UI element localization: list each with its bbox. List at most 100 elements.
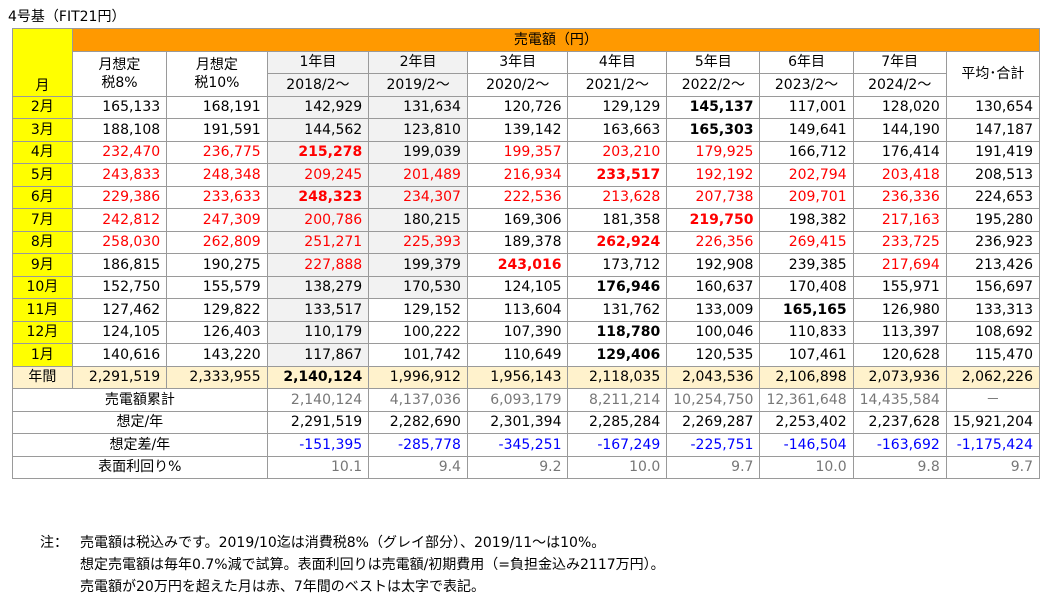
annual-label: 年間	[12, 365, 73, 389]
year-header: 2年目	[368, 50, 468, 74]
year-cell: 120,628	[852, 343, 947, 367]
year-cell: 176,946	[567, 275, 668, 299]
annual-avg: 2,062,226	[945, 365, 1040, 389]
est10-cell: 191,591	[166, 118, 268, 142]
year-cell: 198,382	[759, 208, 854, 232]
year-cell: 131,762	[567, 298, 668, 322]
summary-cell: 2,285,284	[567, 410, 668, 434]
footnotes: 注： 売電額は税込みです。2019/10迄は消費税8%（グレイ部分）、2019/1…	[40, 532, 665, 598]
table-row: 4月 232,470 236,775 215,278 199,039 199,357 203…	[12, 140, 1040, 164]
summary-cell: 14,435,584	[852, 388, 947, 412]
page-title: 4号基（FIT21円）	[8, 9, 126, 25]
summary-cell: 2,291,519	[266, 410, 370, 434]
avg-cell: 236,923	[945, 230, 1040, 254]
est8-header: 月想定 税8%	[71, 50, 168, 97]
annual-year-cell: 1,996,912	[368, 365, 468, 389]
estimate-diff-row: 想定差/年 -151,395 -285,778 -345,251 -167,249 -22…	[12, 433, 1040, 457]
year-cell: 160,637	[666, 275, 761, 299]
avg-cell: 130,654	[945, 95, 1040, 119]
est8-cell: 140,616	[71, 343, 168, 367]
year-cell: 207,738	[666, 185, 761, 209]
header-line: 月想定	[195, 56, 238, 73]
annual-est10: 2,333,955	[166, 365, 268, 389]
summary-cell: 10.0	[759, 455, 854, 479]
year-cell: 117,867	[266, 343, 370, 367]
year-cell: 209,245	[266, 163, 370, 187]
year-cell: 129,406	[567, 343, 668, 367]
year-period-header: 2020/2～	[466, 73, 569, 97]
summary-cell: 2,269,287	[666, 410, 761, 434]
year-cell: 239,385	[759, 253, 854, 277]
year-cell: 225,393	[368, 230, 468, 254]
summary-total-cell: -1,175,424	[945, 433, 1040, 457]
note-line: 想定売電額は毎年0.7%減で試算。表面利回りは売電額/初期費用（=負担金込み21…	[80, 557, 665, 573]
year-cell: 215,278	[266, 140, 370, 164]
year-cell: 201,489	[368, 163, 468, 187]
year-cell: 123,810	[368, 118, 468, 142]
month-label: 7月	[12, 208, 73, 232]
table-row: 3月 188,108 191,591 144,562 123,810 139,142 163…	[12, 118, 1040, 142]
table-row: 8月 258,030 262,809 251,271 225,393 189,378 262…	[12, 230, 1040, 254]
year-cell: 227,888	[266, 253, 370, 277]
year-cell: 165,165	[759, 298, 854, 322]
summary-cell: 4,137,036	[368, 388, 468, 412]
year-cell: 233,517	[567, 163, 668, 187]
year-cell: 243,016	[466, 253, 569, 277]
year-cell: 217,163	[852, 208, 947, 232]
month-label: 12月	[12, 320, 73, 344]
group-header: 売電額（円）	[71, 28, 1040, 52]
est8-cell: 229,386	[71, 185, 168, 209]
avg-cell: 115,470	[945, 343, 1040, 367]
year-period-header: 2024/2～	[852, 73, 947, 97]
note-line: 売電額が20万円を超えた月は赤、7年間のベストは太字で表記。	[80, 579, 486, 595]
est10-cell: 129,822	[166, 298, 268, 322]
annual-year-cell: 2,106,898	[759, 365, 854, 389]
year-header: 6年目	[759, 50, 854, 74]
year-cell: 118,780	[567, 320, 668, 344]
year-cell: 142,929	[266, 95, 370, 119]
year-cell: 251,271	[266, 230, 370, 254]
cumulative-row: 売電額累計 2,140,124 4,137,036 6,093,179 8,211,21…	[12, 388, 1040, 412]
avg-cell: 213,426	[945, 253, 1040, 277]
header-line: 税10%	[194, 74, 240, 91]
year-cell: 262,924	[567, 230, 668, 254]
summary-cell: 2,282,690	[368, 410, 468, 434]
year-cell: 173,712	[567, 253, 668, 277]
year-cell: 155,971	[852, 275, 947, 299]
est10-cell: 262,809	[166, 230, 268, 254]
year-cell: 234,307	[368, 185, 468, 209]
est10-cell: 190,275	[166, 253, 268, 277]
summary-total-cell: 9.7	[945, 455, 1040, 479]
year-cell: 110,179	[266, 320, 370, 344]
year-cell: 133,517	[266, 298, 370, 322]
summary-cell: 9.7	[666, 455, 761, 479]
summary-cell: 6,093,179	[466, 388, 569, 412]
year-period-header: 2023/2～	[759, 73, 854, 97]
year-header: 1年目	[266, 50, 370, 74]
table-row: 1月 140,616 143,220 117,867 101,742 110,649 129…	[12, 343, 1040, 367]
avg-cell: 208,513	[945, 163, 1040, 187]
month-label: 8月	[12, 230, 73, 254]
summary-cell: 2,237,628	[852, 410, 947, 434]
year-period-header: 2022/2～	[666, 73, 761, 97]
avg-cell: 156,697	[945, 275, 1040, 299]
year-header: 4年目	[567, 50, 668, 74]
estimate-year-row: 想定/年 2,291,519 2,282,690 2,301,394 2,285,284…	[12, 410, 1040, 434]
summary-cell: 10,254,750	[666, 388, 761, 412]
est10-cell: 233,633	[166, 185, 268, 209]
header-row: 月想定 税8% 月想定 税10% 1年目 2年目 3年目 4年目 5年目 6年目 7年目 平均･合計	[13, 50, 1040, 97]
est10-cell: 248,348	[166, 163, 268, 187]
note-mark: 注：	[40, 535, 68, 551]
year-cell: 233,725	[852, 230, 947, 254]
year-cell: 149,641	[759, 118, 854, 142]
year-cell: 179,925	[666, 140, 761, 164]
year-cell: 176,414	[852, 140, 947, 164]
est10-cell: 168,191	[166, 95, 268, 119]
annual-year-cell: 2,140,124	[266, 365, 370, 389]
annual-year-cell: 2,118,035	[567, 365, 668, 389]
table-row: 5月 243,833 248,348 209,245 201,489 216,934 233…	[12, 163, 1040, 187]
annual-est8: 2,291,519	[71, 365, 168, 389]
month-label: 1月	[12, 343, 73, 367]
year-cell: 192,192	[666, 163, 761, 187]
est8-cell: 186,815	[71, 253, 168, 277]
